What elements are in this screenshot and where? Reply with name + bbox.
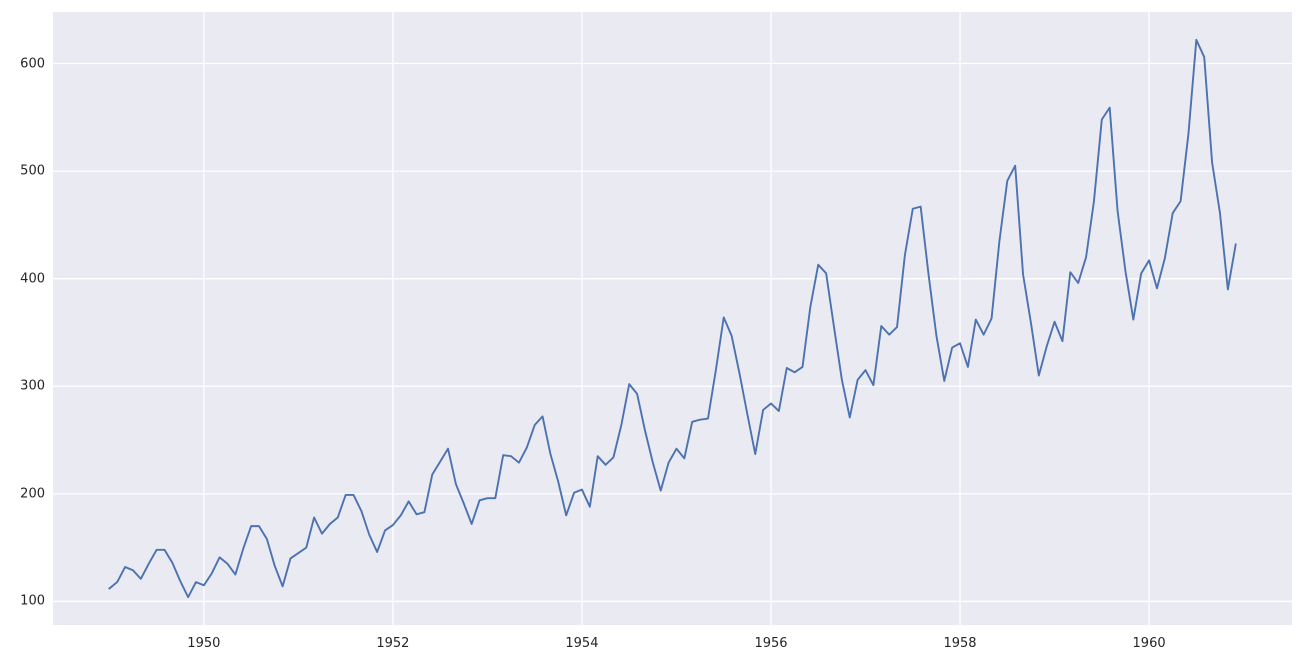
x-tick-label: 1952	[376, 636, 410, 651]
y-tick-label: 300	[20, 378, 45, 394]
x-tick-label: 1950	[187, 636, 221, 651]
x-tick-label: 1956	[754, 636, 788, 651]
y-tick-label: 100	[20, 593, 45, 609]
plot-area	[53, 12, 1292, 625]
y-tick-label: 200	[20, 486, 45, 502]
y-tick-label: 400	[20, 271, 45, 287]
y-tick-label: 500	[20, 163, 45, 179]
passengers-line-series	[108, 38, 1237, 599]
air-passengers-monthly-polyline	[108, 38, 1237, 599]
y-tick-label: 600	[20, 56, 45, 72]
x-tick-label: 1958	[943, 636, 977, 651]
gridlines	[53, 12, 1292, 625]
x-tick-label: 1960	[1132, 636, 1166, 651]
x-tick-label: 1954	[565, 636, 599, 651]
line-chart-svg	[53, 12, 1292, 625]
